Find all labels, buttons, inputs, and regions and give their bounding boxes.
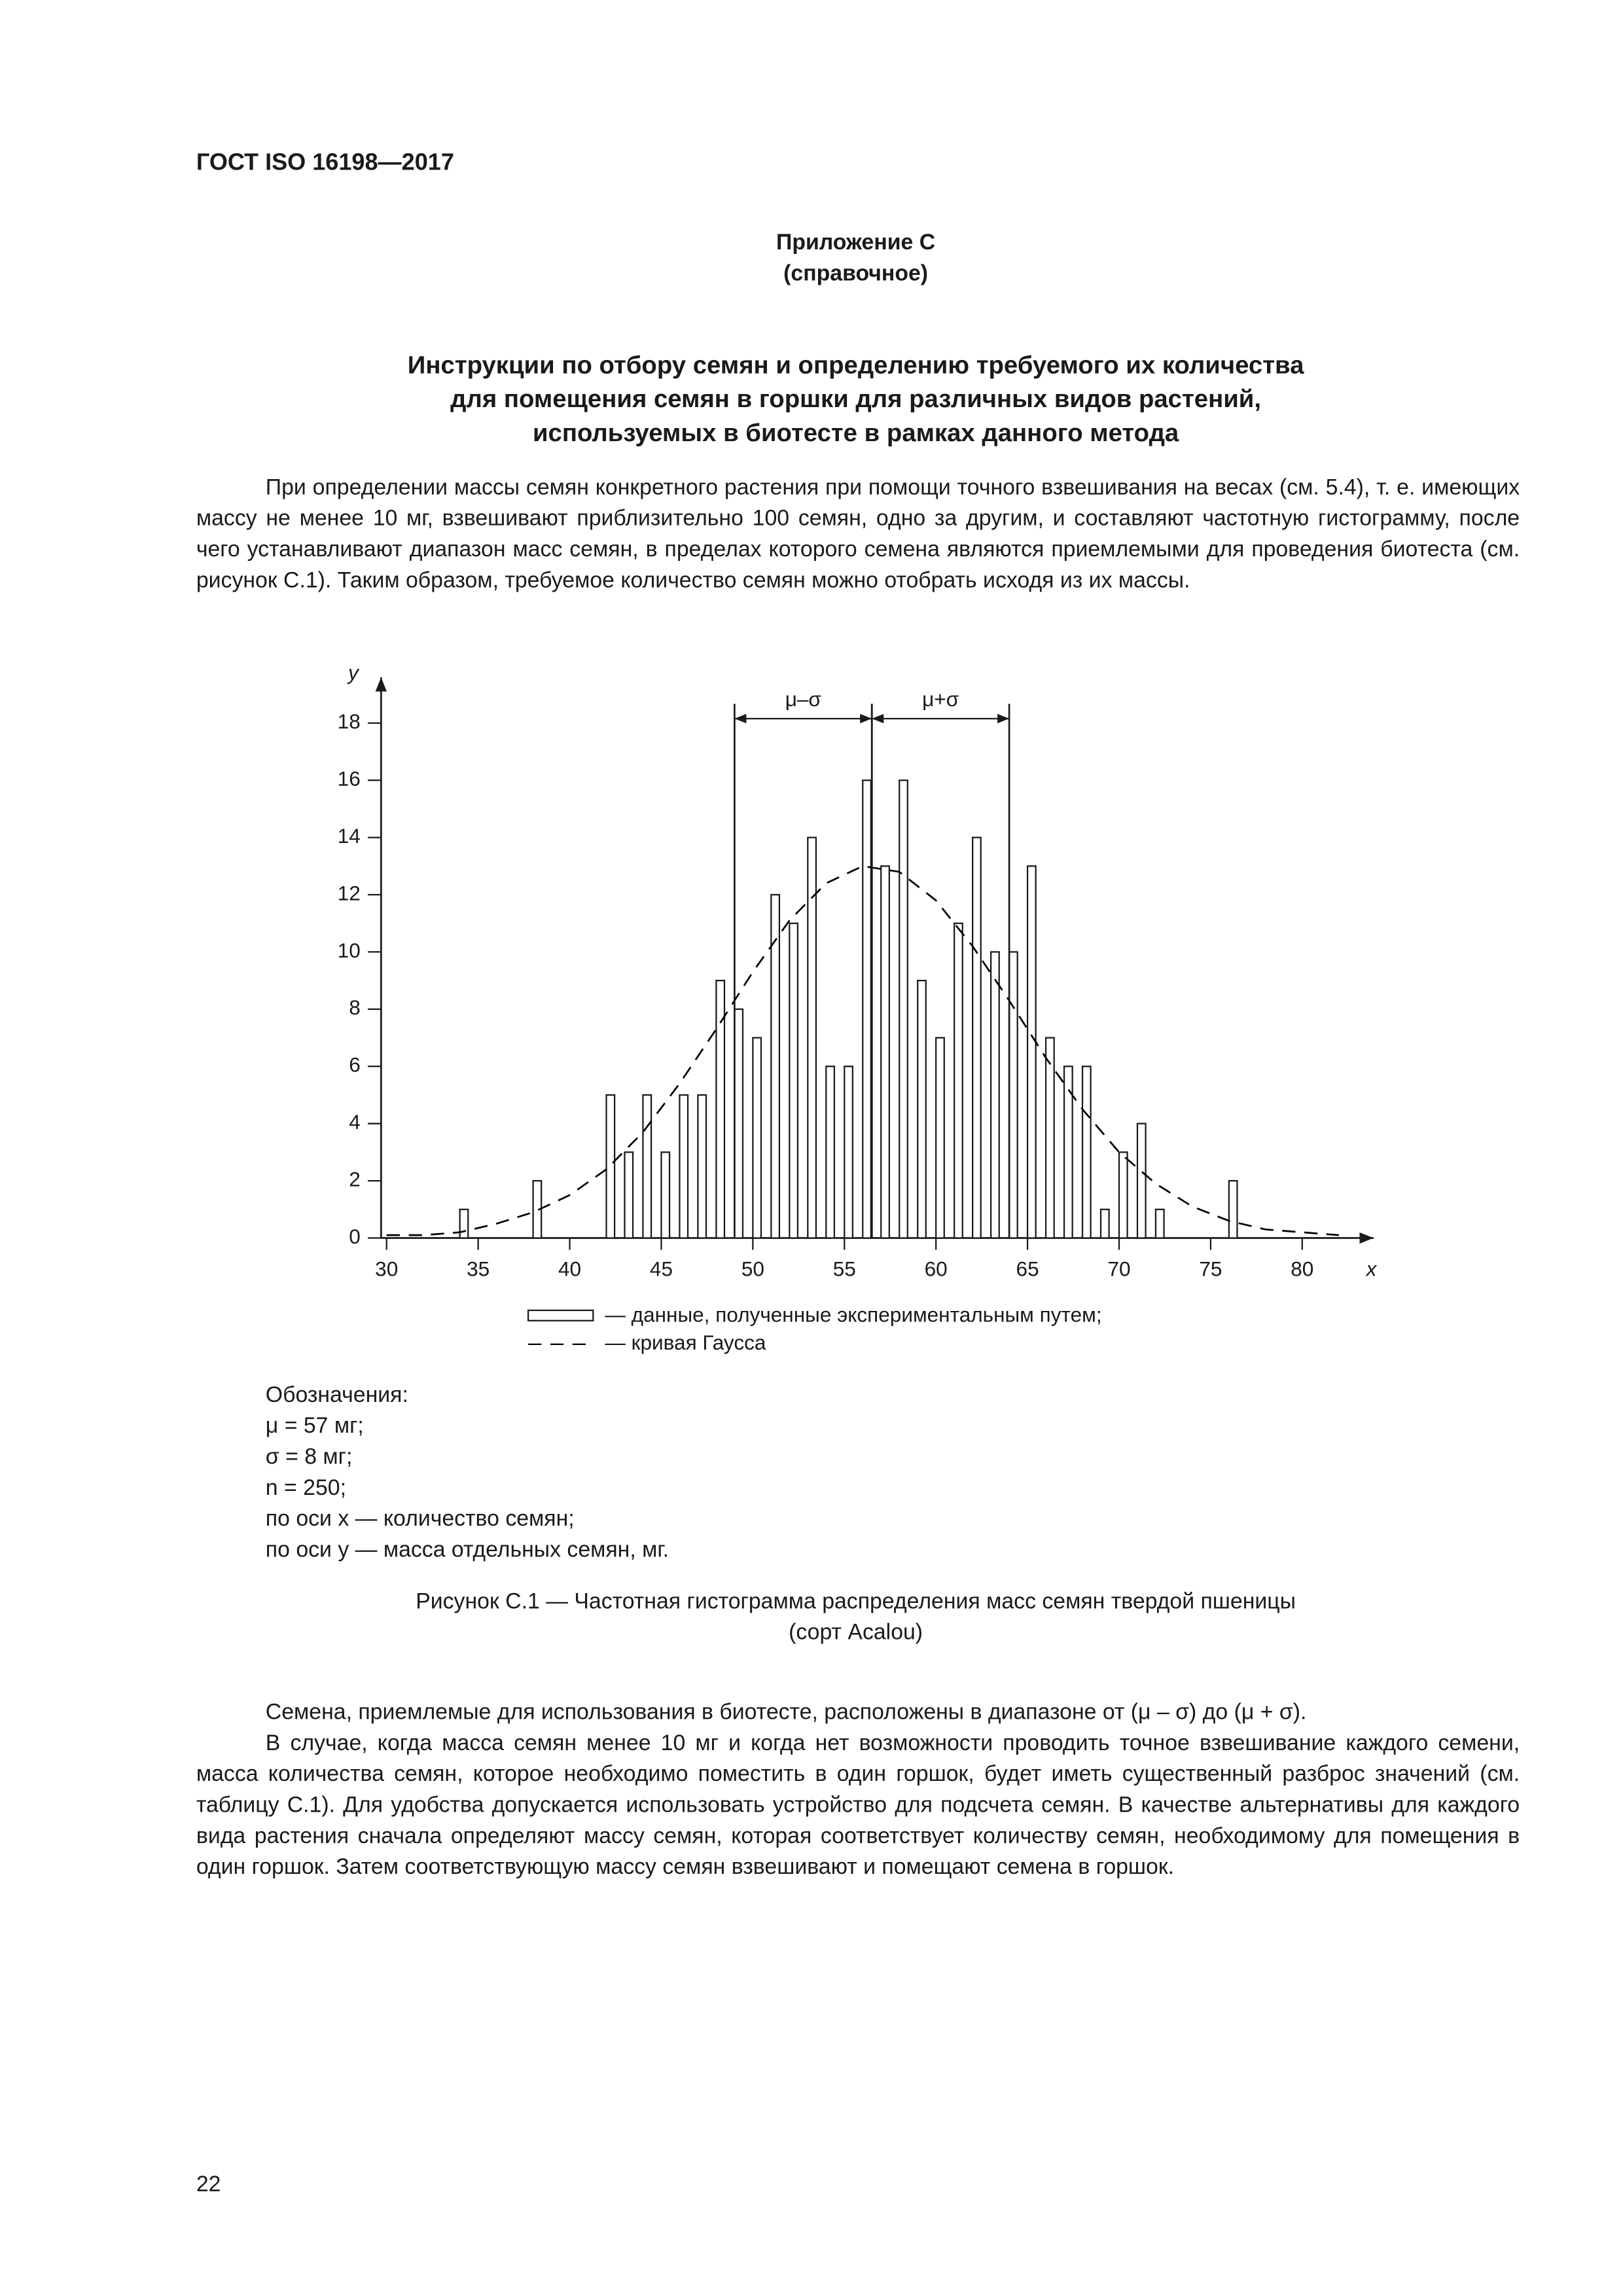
- bar: [1228, 1179, 1238, 1239]
- y-tick-label: 12: [338, 881, 361, 905]
- bar: [532, 1179, 543, 1239]
- x-tick-label: 45: [650, 1257, 673, 1280]
- bar: [1063, 1066, 1073, 1239]
- x-tick-label: 80: [1291, 1257, 1313, 1280]
- bar: [734, 1008, 744, 1239]
- x-tick-label: 35: [467, 1257, 490, 1280]
- title-line: Инструкции по отбору семян и определению…: [407, 351, 1304, 380]
- y-tick-label: 14: [338, 824, 361, 848]
- bar: [899, 780, 908, 1239]
- notation-item: σ = 8 мг;: [265, 1444, 353, 1470]
- bar: [1154, 1208, 1165, 1239]
- x-tick-label: 40: [558, 1257, 581, 1280]
- bar: [972, 836, 982, 1239]
- legend-label: — кривая Гаусса: [605, 1331, 766, 1354]
- y-tick-label: 8: [349, 996, 361, 1019]
- gauss-curve: [386, 865, 1339, 1236]
- bar: [862, 780, 872, 1239]
- caption: (сорт Acalou): [789, 1620, 923, 1645]
- y-tick-label: 2: [349, 1167, 361, 1191]
- notation-item: по оси x — количество семян;: [265, 1506, 575, 1532]
- x-tick-label: 50: [741, 1257, 764, 1280]
- bar: [752, 1037, 762, 1239]
- y-tick-label: 10: [338, 939, 361, 962]
- bar: [1136, 1122, 1147, 1239]
- x-tick-label: 55: [833, 1257, 856, 1280]
- x-tick-label: 60: [925, 1257, 948, 1280]
- bar: [459, 1208, 469, 1239]
- bar: [1044, 1037, 1055, 1239]
- paragraph: В случае, когда масса семян менее 10 мг …: [196, 1731, 1520, 1880]
- bar: [624, 1151, 634, 1239]
- bar: [1008, 951, 1018, 1239]
- bar: [935, 1037, 945, 1239]
- bar: [697, 1094, 707, 1239]
- legend-label: — данные, полученные экспериментальным п…: [605, 1302, 1101, 1326]
- appendix-note: (справочное): [783, 261, 929, 287]
- bar: [605, 1094, 616, 1239]
- y-axis-label: y: [347, 661, 360, 685]
- bar: [954, 922, 963, 1239]
- caption: Рисунок С.1 — Частотная гистограмма расп…: [416, 1589, 1296, 1615]
- notation-item: по оси y — масса отдельных семян, мг.: [265, 1537, 669, 1563]
- bar: [1081, 1066, 1092, 1239]
- bar: [844, 1066, 853, 1239]
- x-tick-label: 65: [1016, 1257, 1039, 1280]
- bar: [1118, 1151, 1128, 1239]
- sigma-label: μ+σ: [922, 687, 959, 711]
- y-tick-label: 0: [349, 1225, 361, 1248]
- bar: [880, 865, 890, 1239]
- header: ГОСТ ISO 16198—2017: [196, 150, 454, 176]
- x-axis-label: x: [1365, 1257, 1378, 1280]
- bar: [770, 893, 781, 1239]
- bar: [825, 1066, 836, 1239]
- paragraph: При определении массы семян конкретного …: [196, 475, 1520, 594]
- bar: [917, 980, 927, 1239]
- title-line: используемых в биотесте в рамках данного…: [532, 419, 1179, 448]
- bar: [642, 1094, 652, 1239]
- x-tick-label: 70: [1107, 1257, 1130, 1280]
- bar: [807, 836, 817, 1239]
- title-line: для помещения семян в горшки для различн…: [450, 385, 1261, 414]
- x-tick-label: 75: [1199, 1257, 1222, 1280]
- appendix-title: Приложение С: [776, 230, 936, 256]
- bar: [1099, 1208, 1110, 1239]
- y-tick-label: 6: [349, 1053, 361, 1077]
- x-tick-label: 30: [375, 1257, 398, 1280]
- bar: [679, 1094, 689, 1239]
- paragraph: Семена, приемлемые для использования в б…: [265, 1700, 1307, 1725]
- y-tick-label: 4: [349, 1110, 361, 1134]
- y-tick-label: 16: [338, 767, 361, 791]
- bar: [789, 922, 799, 1239]
- page-number: 22: [196, 2172, 221, 2197]
- bar: [990, 951, 1000, 1239]
- legend-swatch: [527, 1309, 594, 1321]
- notation-item: n = 250;: [265, 1475, 346, 1501]
- notation-heading: Обозначения:: [265, 1382, 408, 1408]
- y-tick-label: 18: [338, 709, 361, 733]
- notation-item: μ = 57 мг;: [265, 1413, 364, 1439]
- bar: [660, 1151, 671, 1239]
- bar: [715, 980, 726, 1239]
- sigma-label: μ–σ: [785, 687, 821, 711]
- bar: [1026, 865, 1037, 1239]
